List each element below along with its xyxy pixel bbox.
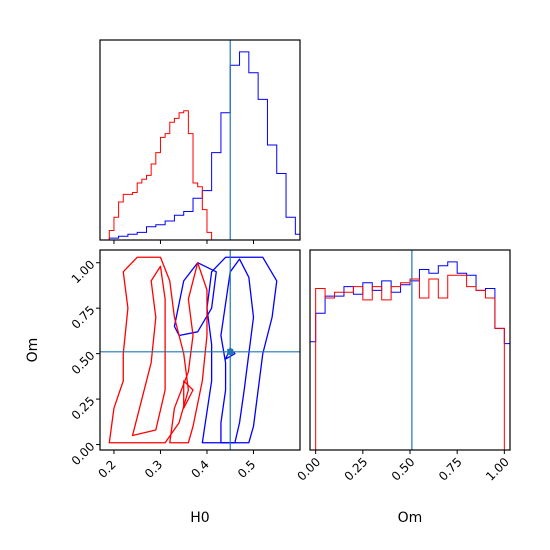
om-y-tick-label: 0.25: [69, 394, 98, 423]
h0-x-tick-label: 0.4: [188, 457, 211, 480]
h0-histogram-frame: [99, 39, 301, 241]
om-hist-axis-label: Om: [398, 510, 423, 526]
h0-axis-label: H0: [190, 510, 209, 526]
om-x-tick-label: 0.50: [389, 455, 418, 484]
om-axis-label: Om: [25, 338, 41, 363]
om-y-tick-label: 0.75: [69, 303, 98, 332]
h0-x-tick-label: 0.2: [95, 457, 118, 480]
h0-x-tick-label: 0.3: [142, 457, 165, 480]
contour-6: [131, 265, 166, 437]
om-y-tick-label: 0.50: [69, 348, 98, 377]
truth-marker: [227, 348, 234, 355]
om-y-tick-label: 0.00: [69, 439, 98, 468]
h0-histogram-series-1: [108, 51, 301, 240]
h0-x-tick-label: 0.5: [235, 457, 258, 480]
contour-1: [220, 258, 255, 444]
om-x-tick-label: 0.25: [342, 455, 371, 484]
joint-frame: [99, 249, 301, 451]
om-x-tick-label: 1.00: [483, 455, 512, 484]
contour-7: [169, 262, 208, 444]
om-y-tick-label: 1.00: [69, 258, 98, 287]
contour-8: [183, 380, 194, 409]
contour-5: [108, 256, 190, 444]
om-histogram-series-2: [315, 274, 505, 450]
h0-histogram-panel: [99, 39, 301, 244]
contour-3: [173, 262, 217, 337]
om-histogram-panel: 0.00 0.25 0.50 0.75 1.00: [294, 249, 512, 484]
om-x-tick-label: 0.00: [294, 455, 323, 484]
h0-om-joint-panel: 0.2 0.3 0.4 0.5 0.00 0.25 0.50 0.75 1.00: [69, 249, 301, 481]
h0-histogram-series-2: [108, 110, 217, 241]
om-x-tick-label: 0.75: [436, 455, 465, 484]
contour-2: [201, 256, 278, 444]
